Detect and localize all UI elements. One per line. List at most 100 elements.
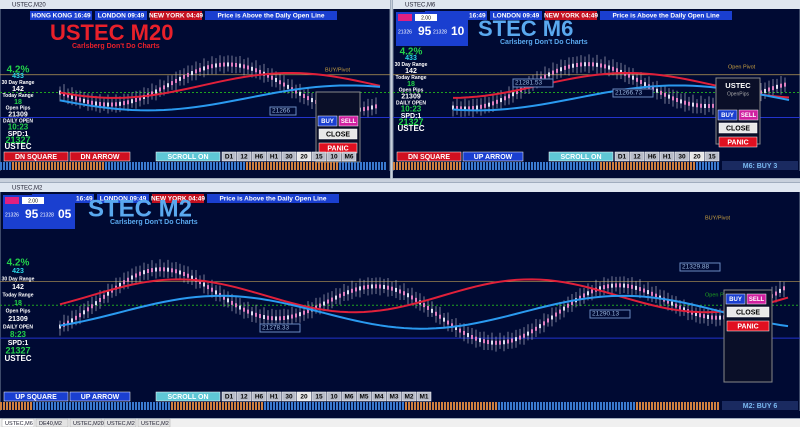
timeframe-button-bg[interactable] [236, 391, 252, 402]
tab-bg[interactable] [137, 418, 171, 427]
bottom-button-bg[interactable] [155, 151, 221, 162]
candle-body [263, 315, 265, 320]
timeframe-button-bg[interactable] [659, 151, 675, 162]
close-button-bg[interactable] [718, 122, 758, 134]
tab-bg[interactable] [1, 418, 35, 427]
timeframe-button-bg[interactable] [266, 391, 282, 402]
timeframe-button-bg[interactable] [356, 391, 372, 402]
timeframe-button-bg[interactable] [281, 391, 297, 402]
close-button-bg[interactable] [726, 306, 770, 318]
bottom-button: DN SQUARE [15, 154, 57, 161]
trend-stripe [300, 162, 302, 170]
bottom-button-bg[interactable] [3, 151, 69, 162]
trend-stripe [210, 162, 212, 170]
tab-bg[interactable] [35, 418, 69, 427]
trend-stripe [573, 162, 575, 170]
timeframe-button-bg[interactable] [251, 151, 267, 162]
candle-body [251, 311, 253, 316]
sell-small[interactable] [398, 14, 412, 21]
stat: DAILY OPEN [3, 324, 33, 330]
bottom-button-bg[interactable] [548, 151, 614, 162]
timeframe-button-bg[interactable] [629, 151, 645, 162]
bottom-button-bg[interactable] [69, 151, 131, 162]
candle-body [495, 340, 497, 345]
timeframe-button-bg[interactable] [221, 151, 237, 162]
close-button-bg[interactable] [318, 128, 358, 140]
trend-stripe [159, 402, 161, 410]
candle-body [175, 269, 177, 274]
timeframe-button-bg[interactable] [341, 151, 357, 162]
candle-body [259, 314, 261, 319]
candle-body [187, 72, 189, 77]
timeframe-button-bg[interactable] [704, 151, 720, 162]
trend-stripe [84, 162, 86, 170]
timeframe-button-bg[interactable] [416, 391, 432, 402]
trend-stripe [636, 162, 638, 170]
timeframe-button-bg[interactable] [266, 151, 282, 162]
trend-stripe [81, 402, 83, 410]
timeframe-button-bg[interactable] [689, 151, 705, 162]
timeframe-button-bg[interactable] [326, 151, 342, 162]
tab-bg[interactable] [69, 418, 103, 427]
bottom-button-bg[interactable] [69, 391, 131, 402]
sell-button-bg[interactable] [338, 115, 359, 127]
trend-stripe [417, 162, 419, 170]
trend-stripe [621, 402, 623, 410]
buy-button-bg[interactable] [717, 109, 738, 121]
candle-body [488, 102, 490, 107]
trend-stripe [375, 162, 377, 170]
timeframe-button-bg[interactable] [281, 151, 297, 162]
candle-body [99, 297, 101, 302]
tab-bg[interactable] [103, 418, 137, 427]
timeframe-button-bg[interactable] [674, 151, 690, 162]
trend-stripe [27, 402, 29, 410]
timeframe-button-bg[interactable] [401, 391, 417, 402]
timeframe-button-bg[interactable] [644, 151, 660, 162]
candle-body [363, 107, 365, 112]
timeframe-button: 20 [300, 394, 308, 401]
timeframe-button-bg[interactable] [311, 151, 327, 162]
bottom-button: SCROLL ON [560, 154, 601, 161]
trend-stripe [186, 402, 188, 410]
bottom-button-bg[interactable] [155, 391, 221, 402]
trend-stripe [156, 162, 158, 170]
sell-button-bg[interactable] [738, 109, 759, 121]
bottom-button-bg[interactable] [462, 151, 524, 162]
bottom-button-bg[interactable] [3, 391, 69, 402]
panic-button-bg[interactable] [718, 136, 758, 148]
sell-small[interactable] [5, 197, 19, 204]
timeframe-button-bg[interactable] [251, 391, 267, 402]
trend-stripe [249, 162, 251, 170]
timeframe-button-bg[interactable] [341, 391, 357, 402]
trend-stripe [555, 402, 557, 410]
timeframe-button-bg[interactable] [221, 391, 237, 402]
candle-body [207, 65, 209, 70]
bottom-button-bg[interactable] [396, 151, 462, 162]
trend-stripe [18, 402, 20, 410]
buy-button-bg[interactable] [725, 293, 746, 305]
trend-stripe [267, 402, 269, 410]
timeframe-button-bg[interactable] [614, 151, 630, 162]
timeframe-button-bg[interactable] [236, 151, 252, 162]
sell-button-bg[interactable] [746, 293, 767, 305]
lot-box[interactable] [22, 197, 44, 204]
trade-panel [723, 289, 773, 383]
clock: NEW YORK 04:49 [544, 13, 598, 20]
timeframe-button: M5 [359, 394, 368, 401]
panic-button-bg[interactable] [726, 320, 770, 332]
timeframe-button-bg[interactable] [386, 391, 402, 402]
stat: 18 [14, 300, 22, 307]
buy-button-bg[interactable] [317, 115, 338, 127]
trend-stripe [618, 402, 620, 410]
close-button: CLOSE [326, 131, 350, 138]
trend-stripe [399, 402, 401, 410]
timeframe-button-bg[interactable] [371, 391, 387, 402]
timeframe-button-bg[interactable] [296, 151, 312, 162]
candle-body [307, 96, 309, 101]
timeframe-button-bg[interactable] [296, 391, 312, 402]
candle-body [651, 291, 653, 296]
timeframe-button-bg[interactable] [311, 391, 327, 402]
timeframe-button-bg[interactable] [326, 391, 342, 402]
trend-stripe [567, 162, 569, 170]
lot-box[interactable] [415, 14, 437, 21]
